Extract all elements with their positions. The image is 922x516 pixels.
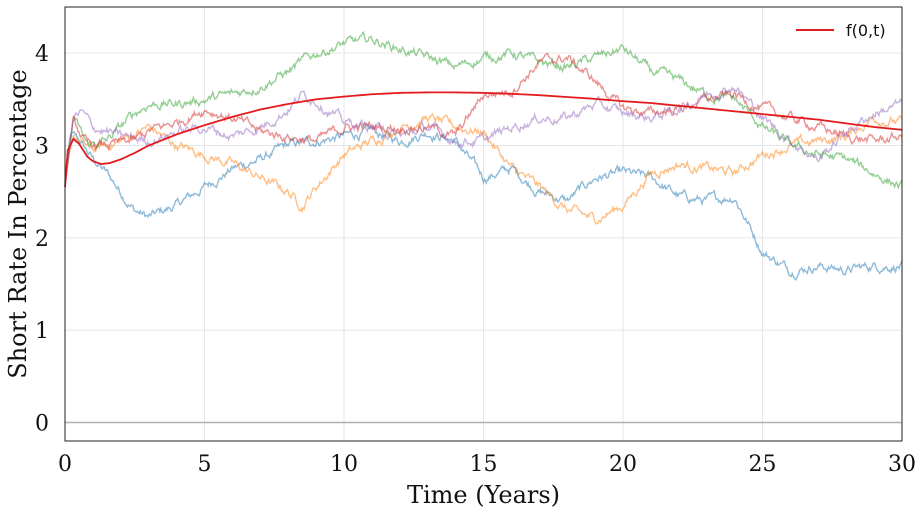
x-tick-label: 0: [58, 452, 72, 477]
legend: f(0,t): [796, 21, 886, 40]
x-tick-label: 25: [749, 452, 777, 477]
x-tick-label: 15: [470, 452, 498, 477]
y-tick-labels: 0 1 2 3 4: [35, 42, 49, 436]
x-tick-label: 20: [609, 452, 637, 477]
series-line-simulated-path-3: [64, 31, 903, 190]
series-line-simulated-path-4: [64, 52, 903, 183]
y-axis-label: Short Rate In Percentage: [4, 69, 32, 378]
y-tick-label: 1: [35, 319, 49, 344]
y-tick-label: 4: [35, 42, 49, 67]
y-tick-label: 0: [35, 412, 49, 437]
grid: [64, 7, 903, 441]
series-line-simulated-path-1: [64, 123, 903, 281]
x-tick-label: 5: [198, 452, 212, 477]
y-tick-label: 3: [35, 135, 49, 160]
series-lines: [64, 31, 903, 281]
x-tick-label: 30: [888, 452, 916, 477]
series-line-forward-curve: [64, 91, 903, 188]
plot-frame: [64, 6, 903, 442]
series-line-simulated-path-5: [64, 86, 903, 183]
x-axis-label: Time (Years): [407, 481, 560, 509]
y-tick-label: 2: [35, 227, 49, 252]
x-tick-label: 10: [330, 452, 358, 477]
x-tick-labels: 0 5 10 15 20 25 30: [58, 452, 916, 477]
legend-label-forward-curve: f(0,t): [846, 21, 886, 40]
series-line-simulated-path-2: [64, 112, 903, 225]
